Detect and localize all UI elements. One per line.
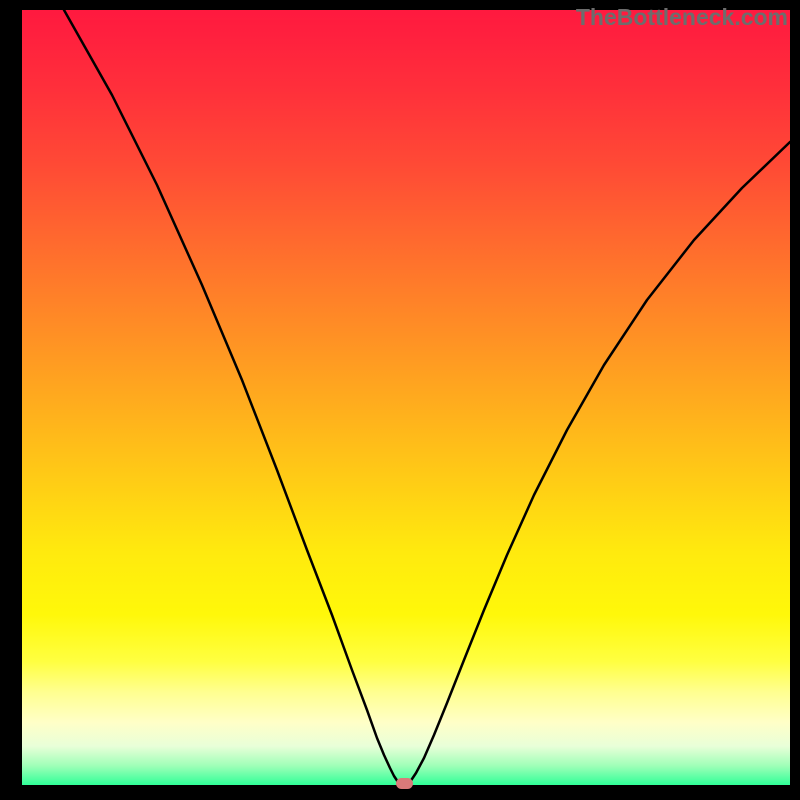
bottleneck-chart: TheBottleneck.com (0, 0, 800, 800)
curve-svg (0, 0, 800, 800)
optimum-marker (396, 778, 413, 789)
watermark-text: TheBottleneck.com (576, 4, 788, 31)
